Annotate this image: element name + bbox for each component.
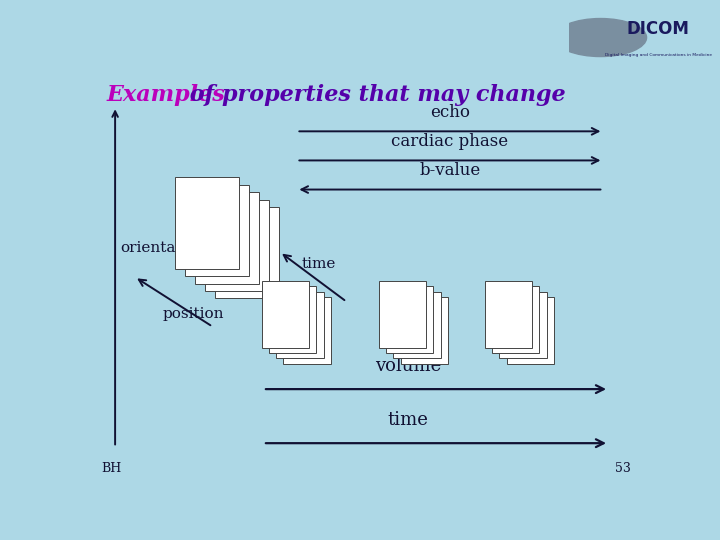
Text: position: position [163, 307, 224, 321]
Text: time: time [387, 410, 428, 429]
Bar [205, 199, 269, 291]
Bar [284, 297, 330, 364]
Text: Digital Imaging and Communications in Medicine: Digital Imaging and Communications in Me… [605, 53, 711, 57]
Bar [400, 297, 448, 364]
Bar [393, 292, 441, 359]
Bar [499, 292, 546, 359]
Text: b-value: b-value [419, 162, 480, 179]
Text: BH: BH [101, 462, 122, 475]
Text: orientation: orientation [121, 241, 206, 255]
Bar [507, 297, 554, 364]
Text: echo: echo [430, 104, 470, 121]
Circle shape [554, 18, 647, 57]
Text: 53: 53 [616, 462, 631, 475]
Bar [185, 185, 249, 276]
Text: DICOM: DICOM [626, 19, 690, 38]
Bar [269, 286, 316, 353]
Text: volume: volume [375, 356, 441, 375]
Text: time: time [302, 258, 336, 272]
Text: Examples: Examples [107, 84, 225, 105]
Bar [379, 281, 426, 348]
Bar [195, 192, 259, 284]
Bar [492, 286, 539, 353]
Bar [485, 281, 532, 348]
Bar [276, 292, 323, 359]
Text: cardiac phase: cardiac phase [392, 133, 508, 150]
Bar [261, 281, 309, 348]
Bar [175, 177, 239, 268]
Text: of properties that may change: of properties that may change [182, 84, 566, 105]
Bar [215, 207, 279, 299]
Bar [386, 286, 433, 353]
